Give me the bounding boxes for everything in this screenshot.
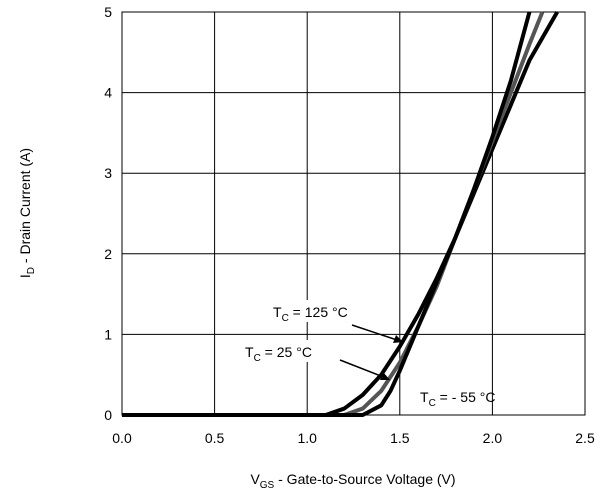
annotation-sub: C <box>282 313 289 324</box>
x-axis-label: VGS - Gate-to-Source Voltage (V) <box>250 471 455 491</box>
x-tick-label: 1.5 <box>390 430 410 446</box>
x-label-sub: GS <box>260 480 275 491</box>
annotations: TC = 125 °C TC = 25 °C TC = - 55 °C <box>242 300 495 409</box>
annotation-bg <box>242 340 338 362</box>
annotation-sub: C <box>429 398 436 409</box>
annotation-arrow <box>339 359 387 379</box>
annotation: TC = 25 °C <box>245 344 312 364</box>
arrow-head <box>393 335 403 343</box>
annotation-suffix: = 25 °C <box>261 344 312 360</box>
y-label-suffix: - Drain Current (A) <box>17 148 33 267</box>
x-tick-label: 2.0 <box>483 430 503 446</box>
plot-frame <box>121 11 586 416</box>
y-tick-label: 1 <box>104 326 112 342</box>
y-tick-label: 0 <box>104 407 112 423</box>
y-tick-label: 2 <box>104 246 112 262</box>
annotation-suffix: = - 55 °C <box>436 389 496 405</box>
x-tick-label: 0.0 <box>112 430 132 446</box>
y-label-text: I <box>17 274 33 278</box>
x-tick-label: 1.0 <box>297 430 317 446</box>
annotation-bg <box>270 300 390 322</box>
annotation-arrow <box>351 324 401 342</box>
arrow-head <box>380 372 390 380</box>
x-label-text: V <box>250 471 260 487</box>
annotation: TC = - 55 °C <box>420 389 495 409</box>
annotation-text: T <box>245 344 254 360</box>
plot-area: 0 1 2 3 4 5 0.0 0.5 1.0 1.5 2.0 2.5 <box>104 4 595 446</box>
x-label-suffix: - Gate-to-Source Voltage (V) <box>274 471 455 487</box>
annotation: TC = 125 °C <box>273 304 348 324</box>
annotation-sub: C <box>254 353 261 364</box>
x-tick-label: 2.5 <box>575 430 595 446</box>
y-axis-label: ID - Drain Current (A) <box>17 148 37 278</box>
series-line <box>122 11 559 417</box>
annotation-suffix: = 125 °C <box>289 304 348 320</box>
y-tick-label: 3 <box>104 165 112 181</box>
x-tick-label: 0.5 <box>205 430 225 446</box>
y-tick-label: 4 <box>104 85 112 101</box>
annotation-text: T <box>420 389 429 405</box>
y-label-sub: D <box>26 267 37 274</box>
annotation-text: T <box>273 304 282 320</box>
series-line <box>122 11 532 417</box>
y-tick-label: 5 <box>104 4 112 20</box>
